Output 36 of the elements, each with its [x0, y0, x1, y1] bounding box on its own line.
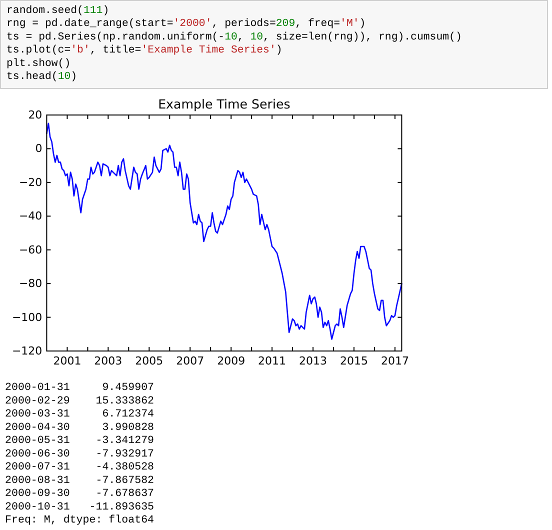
- text: 2000-04-30 3.990828: [5, 422, 154, 434]
- x-tick-label: 2001: [53, 354, 82, 368]
- text: 2000-05-31 -3.341279: [5, 435, 154, 447]
- text: ts.head(10): [6, 71, 78, 83]
- text: 2000-06-30 -7.932917: [5, 448, 154, 460]
- y-tick-label: −60: [18, 243, 42, 256]
- x-tick-label: 2011: [258, 354, 286, 368]
- text: ts = pd.Series(np.random.uniform(-10, 10, size=len(rng)), rng).cumsum(): [6, 31, 462, 44]
- y-tick-label: −40: [18, 210, 42, 223]
- y-tick-label: −100: [12, 310, 42, 324]
- x-tick-label: 2005: [135, 354, 164, 368]
- x-tick-label: 2003: [94, 354, 122, 368]
- y-tick-label: −120: [12, 344, 42, 358]
- text: plt.show(): [6, 58, 71, 70]
- x-tick-label: 2015: [340, 354, 368, 368]
- line-series: [46, 122, 402, 340]
- x-tick-label: 2009: [217, 354, 246, 368]
- x-tick-label: 2017: [380, 354, 409, 368]
- text: 2000-07-31 -4.380528: [5, 462, 154, 474]
- x-tick-label: 2007: [176, 354, 204, 368]
- y-tick-label: 0: [35, 142, 42, 156]
- text: Freq: M, dtype: float64: [5, 514, 154, 526]
- text: rng = pd.date_range(start='2000', periods=209, freq='M'): [6, 18, 366, 30]
- y-tick-label: 20: [28, 108, 42, 122]
- x-tick-label: 2013: [299, 354, 328, 368]
- text: ts.plot(c='b', title='Example Time Series'): [6, 44, 282, 57]
- text: 2000-08-31 -7.867582: [5, 474, 154, 487]
- text: 2000-10-31 -11.893635: [5, 501, 154, 514]
- text: random.seed(111): [6, 5, 110, 17]
- text: 2000-09-30 -7.678637: [5, 488, 154, 500]
- y-tick-label: −20: [18, 176, 42, 189]
- text: 2000-02-29 15.333862: [5, 395, 154, 408]
- y-tick-label: −80: [18, 277, 42, 290]
- text: 2000-01-31 9.459907: [5, 382, 154, 394]
- text: 2000-03-31 6.712374: [5, 408, 154, 420]
- chart-title: Example Time Series: [158, 96, 290, 112]
